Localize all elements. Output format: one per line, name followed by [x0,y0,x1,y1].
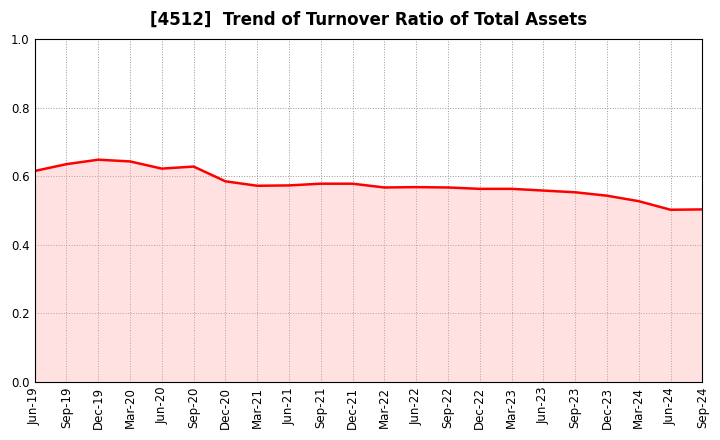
Title: [4512]  Trend of Turnover Ratio of Total Assets: [4512] Trend of Turnover Ratio of Total … [150,11,587,29]
